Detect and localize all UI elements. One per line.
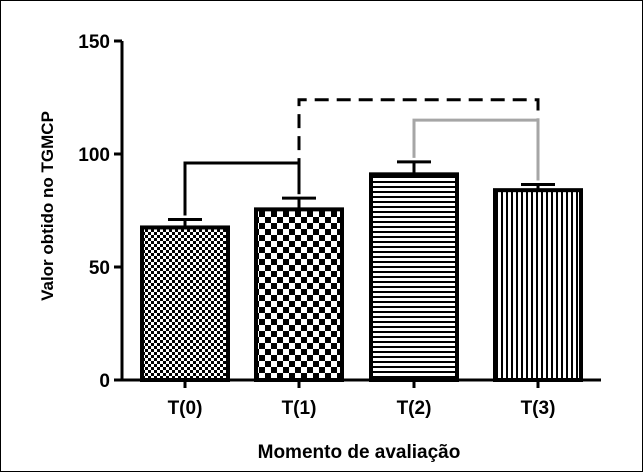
x-tick-label: T(3) [521, 398, 556, 419]
y-axis: 0 50 100 150 [78, 32, 124, 392]
x-axis: T(0) T(1) T(2) T(3) [122, 378, 601, 419]
significance-bracket [412, 118, 540, 181]
significance-bracket [183, 161, 301, 216]
y-tick-label: 50 [89, 258, 110, 279]
significance-brackets [183, 98, 540, 216]
y-tick-label: 100 [78, 145, 110, 166]
significance-bracket [297, 98, 540, 195]
bar-t0 [140, 225, 230, 382]
y-axis-label: Valor obtido no TGMCP [38, 111, 57, 301]
bar-t3 [493, 188, 583, 382]
bar-t2 [369, 172, 459, 382]
y-tick-label: 0 [99, 371, 110, 392]
y-tick-label: 150 [78, 32, 110, 53]
x-tick-label: T(1) [282, 398, 317, 419]
bar-t1 [254, 207, 344, 382]
bars [140, 172, 583, 382]
x-tick-label: T(2) [397, 398, 432, 419]
error-bars [168, 160, 555, 228]
x-tick-label: T(0) [168, 398, 203, 419]
x-axis-label: Momento de avaliação [258, 442, 461, 463]
